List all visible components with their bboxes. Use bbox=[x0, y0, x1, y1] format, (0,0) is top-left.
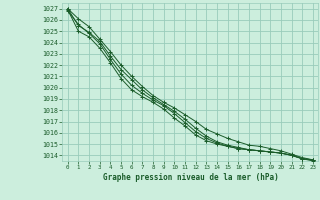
X-axis label: Graphe pression niveau de la mer (hPa): Graphe pression niveau de la mer (hPa) bbox=[102, 173, 278, 182]
